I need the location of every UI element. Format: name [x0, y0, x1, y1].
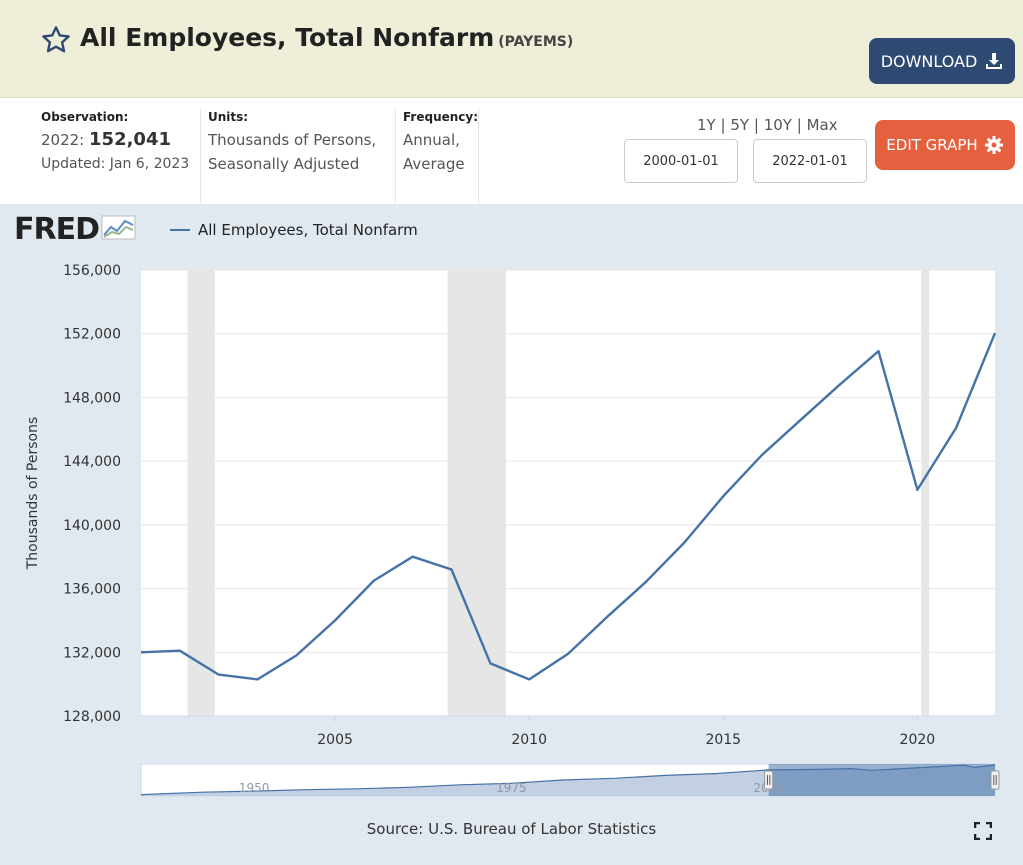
divider — [478, 108, 479, 204]
frequency-line2: Average — [403, 155, 465, 173]
frequency-line1: Annual, — [403, 131, 460, 149]
range-5y[interactable]: 5Y — [730, 116, 750, 134]
edit-graph-label: EDIT GRAPH — [886, 136, 978, 154]
page-title: All Employees, Total Nonfarm (PAYEMS) — [80, 23, 573, 52]
download-label: DOWNLOAD — [880, 51, 978, 71]
units-line2: Seasonally Adjusted — [208, 155, 360, 173]
chart-area — [0, 204, 1023, 865]
download-button[interactable]: DOWNLOAD — [869, 38, 1015, 84]
observation-value: 152,041 — [89, 129, 171, 150]
start-date-input[interactable] — [624, 139, 738, 183]
download-icon — [986, 53, 1003, 69]
range-selector: 1Y | 5Y | 10Y | Max — [697, 116, 838, 134]
chart-source: Source: U.S. Bureau of Labor Statistics — [366, 820, 657, 838]
units-line1: Thousands of Persons, — [208, 131, 377, 149]
legend-label: All Employees, Total Nonfarm — [198, 221, 418, 239]
range-separator: | — [720, 116, 726, 134]
end-date-input[interactable] — [753, 139, 867, 183]
range-separator: | — [796, 116, 802, 134]
series-title: All Employees, Total Nonfarm — [80, 23, 495, 52]
y-axis-label: Thousands of Persons — [25, 416, 41, 570]
range-10y[interactable]: 10Y — [763, 116, 792, 134]
range-separator: | — [753, 116, 759, 134]
star-outline-icon[interactable] — [40, 24, 72, 56]
series-header — [0, 0, 1023, 98]
units-label: Units: — [208, 110, 249, 124]
edit-graph-button[interactable]: EDIT GRAPH — [875, 120, 1015, 170]
observation-year: 2022: — [41, 131, 85, 149]
info-bar: Observation: 2022: 152,041 Updated: Jan … — [0, 98, 1023, 204]
series-id: (PAYEMS) — [498, 34, 574, 50]
chart-legend: All Employees, Total Nonfarm — [170, 221, 418, 239]
frequency-block: Frequency: Annual, Average — [403, 110, 478, 176]
divider — [395, 108, 396, 204]
fullscreen-icon[interactable] — [974, 822, 992, 840]
range-1y[interactable]: 1Y — [697, 116, 716, 134]
divider — [200, 108, 201, 204]
fred-chart-logo-icon — [101, 215, 136, 240]
frequency-label: Frequency: — [403, 110, 479, 124]
observation-label: Observation: — [41, 110, 129, 124]
updated-date: Updated: Jan 6, 2023 — [41, 156, 190, 172]
legend-swatch — [170, 229, 190, 231]
fred-logo-text: FRED — [14, 212, 100, 247]
units-block: Units: Thousands of Persons, Seasonally … — [208, 110, 376, 176]
gear-icon — [984, 136, 1003, 154]
observation-value-line: 2022: 152,041 — [41, 128, 189, 152]
fred-logo: FRED — [14, 212, 137, 247]
observation-block: Observation: 2022: 152,041 Updated: Jan … — [41, 110, 189, 176]
range-max[interactable]: Max — [806, 116, 838, 134]
